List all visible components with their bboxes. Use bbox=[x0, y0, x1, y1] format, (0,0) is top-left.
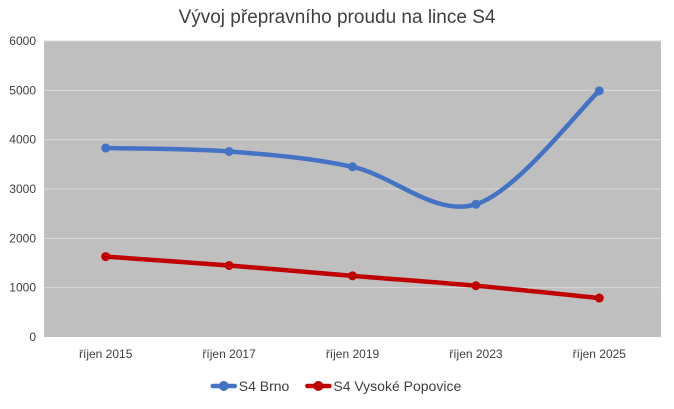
series bbox=[101, 86, 604, 303]
data-point bbox=[471, 281, 481, 291]
legend-swatch-marker bbox=[218, 381, 229, 391]
data-point bbox=[594, 86, 604, 96]
legend-swatch-marker bbox=[313, 381, 324, 391]
legend: S4 Brno S4 Vysoké Popovice bbox=[210, 378, 461, 394]
y-tick-label: 3000 bbox=[9, 182, 36, 196]
x-tick-label: říjen 2023 bbox=[449, 347, 503, 361]
series-1 bbox=[101, 86, 604, 209]
data-point bbox=[348, 271, 357, 281]
data-point bbox=[594, 293, 604, 303]
y-tick-label: 0 bbox=[29, 330, 36, 344]
gridlines bbox=[44, 40, 661, 289]
data-point bbox=[224, 260, 234, 270]
chart-title: Vývoj přepravního proudu na lince S4 bbox=[179, 7, 496, 28]
data-point bbox=[224, 147, 234, 157]
y-axis: 0 1000 2000 3000 4000 5000 6000 bbox=[9, 34, 36, 344]
legend-label: S4 Vysoké Popovice bbox=[333, 378, 461, 394]
data-point bbox=[348, 162, 357, 172]
y-tick-label: 1000 bbox=[9, 281, 36, 295]
legend-item: S4 Vysoké Popovice bbox=[305, 378, 461, 394]
y-tick-label: 6000 bbox=[9, 34, 36, 48]
legend-label: S4 Brno bbox=[239, 378, 290, 394]
x-tick-label: říjen 2017 bbox=[202, 347, 256, 361]
data-point bbox=[101, 143, 111, 153]
x-tick-label: říjen 2015 bbox=[79, 347, 133, 361]
x-tick-label: říjen 2019 bbox=[326, 347, 380, 361]
x-axis: říjen 2015 říjen 2017 říjen 2019 říjen 2023… bbox=[79, 347, 626, 361]
legend-item: S4 Brno bbox=[210, 378, 290, 394]
y-tick-label: 5000 bbox=[9, 83, 36, 97]
data-point bbox=[101, 252, 111, 262]
data-point bbox=[471, 199, 481, 209]
y-tick-label: 2000 bbox=[9, 231, 36, 245]
series-2 bbox=[101, 252, 604, 303]
x-tick-label: říjen 2025 bbox=[573, 347, 627, 361]
y-tick-label: 4000 bbox=[9, 133, 36, 147]
